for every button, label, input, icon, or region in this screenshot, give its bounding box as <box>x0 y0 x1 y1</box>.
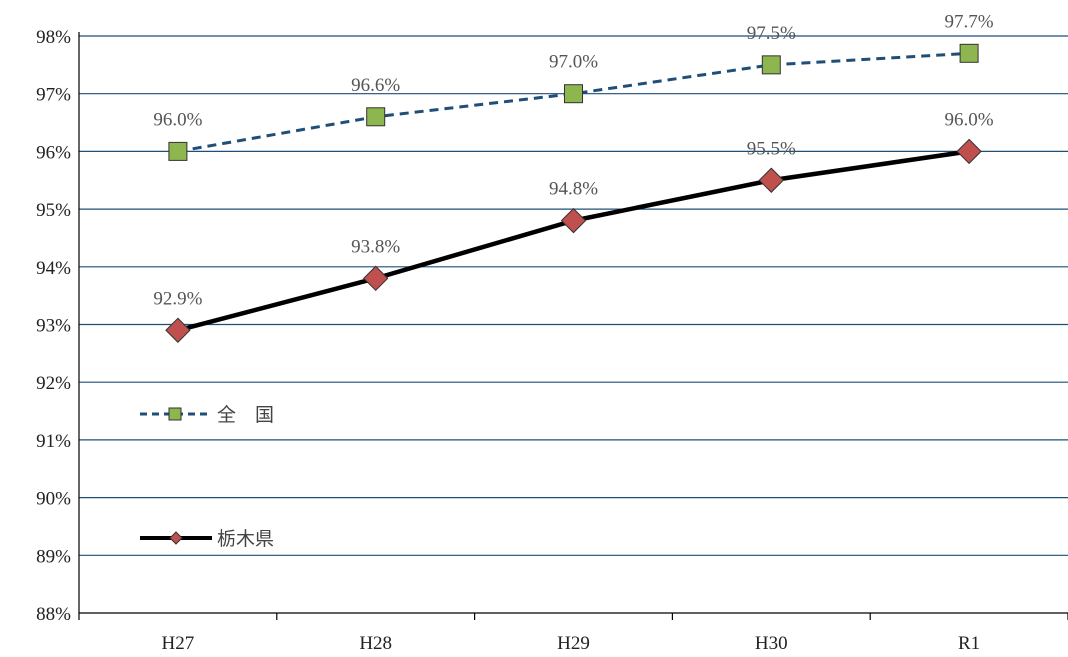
data-point-square <box>761 55 781 75</box>
data-label: 95.5% <box>747 138 796 159</box>
data-labels: 96.0% 96.6% 97.0% 97.5% 97.7% 92.9% 93.8% 94.8%… <box>153 11 993 309</box>
data-point-square <box>959 43 979 63</box>
axes: 88% 89% 90% 91% 92% 93% 94% 95% 96% 97% 98% H27 H28 H… <box>36 27 1068 654</box>
y-tick-label: 88% <box>36 604 71 625</box>
data-label: 94.8% <box>549 179 598 200</box>
data-point-square <box>564 84 583 104</box>
data-label: 96.0% <box>945 109 994 130</box>
legend: 全 国 栃木県 <box>140 404 274 550</box>
data-label: 97.5% <box>747 23 796 44</box>
series-markers <box>165 43 982 343</box>
x-tick-label: H27 <box>162 633 195 654</box>
data-point-square <box>366 107 386 127</box>
data-point-diamond <box>956 138 982 165</box>
x-tick-label: H30 <box>755 633 788 654</box>
data-point-diamond <box>362 265 389 292</box>
legend-marker-national <box>168 407 182 421</box>
y-tick-label: 97% <box>36 85 71 106</box>
y-tick-label: 90% <box>36 489 71 510</box>
data-label: 97.7% <box>945 11 994 32</box>
legend-label-national: 全 国 <box>217 404 274 426</box>
data-label: 92.9% <box>153 288 202 309</box>
y-tick-label: 93% <box>36 316 71 337</box>
data-label: 93.8% <box>351 236 400 257</box>
y-tick-label: 95% <box>36 200 71 221</box>
legend-label-tochigi: 栃木県 <box>217 528 274 550</box>
y-tick-label: 91% <box>36 431 71 452</box>
data-label: 96.6% <box>351 75 400 96</box>
data-point-diamond <box>165 317 191 343</box>
gridlines <box>79 35 1068 556</box>
data-point-diamond <box>758 167 785 193</box>
x-tick-label: R1 <box>958 633 980 654</box>
y-tick-label: 96% <box>36 142 71 163</box>
data-point-diamond <box>560 207 587 234</box>
y-tick-label: 92% <box>36 373 71 394</box>
series-line-0 <box>177 51 970 153</box>
data-point-square <box>168 141 188 161</box>
legend-item-tochigi: 栃木県 <box>140 528 274 550</box>
legend-item-national: 全 国 <box>140 404 274 426</box>
data-label: 96.0% <box>153 109 202 130</box>
x-tick-label: H28 <box>359 633 392 654</box>
y-tick-label: 89% <box>36 546 71 567</box>
y-tick-label: 98% <box>36 27 71 48</box>
legend-marker-tochigi <box>169 531 183 545</box>
y-tick-label: 94% <box>36 258 71 279</box>
x-tick-label: H29 <box>557 633 590 654</box>
data-label: 97.0% <box>549 52 598 73</box>
